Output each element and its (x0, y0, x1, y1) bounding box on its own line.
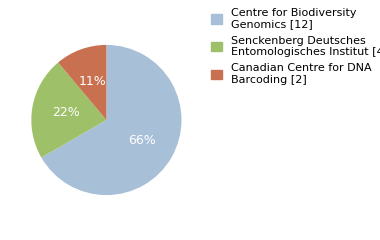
Legend: Centre for Biodiversity
Genomics [12], Senckenberg Deutsches
Entomologisches Ins: Centre for Biodiversity Genomics [12], S… (211, 8, 380, 85)
Text: 11%: 11% (78, 75, 106, 88)
Text: 66%: 66% (128, 134, 156, 147)
Wedge shape (58, 45, 106, 120)
Text: 22%: 22% (52, 106, 80, 119)
Wedge shape (41, 45, 182, 195)
Wedge shape (31, 62, 106, 157)
